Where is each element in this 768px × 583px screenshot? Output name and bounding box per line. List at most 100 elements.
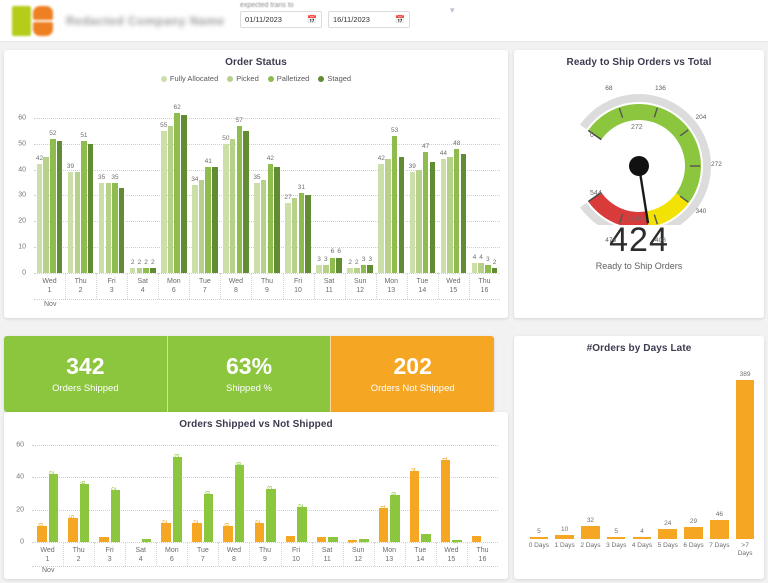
bar[interactable] <box>274 167 280 273</box>
bar-group[interactable] <box>158 105 189 273</box>
bar[interactable] <box>141 538 152 542</box>
bar[interactable] <box>323 265 329 273</box>
bar[interactable] <box>98 182 105 273</box>
bar[interactable] <box>254 182 260 273</box>
bar[interactable] <box>298 192 305 273</box>
bar-group[interactable] <box>345 105 376 273</box>
bar[interactable] <box>305 195 311 273</box>
kpi-card[interactable]: 63% Shipped % <box>166 336 331 412</box>
legend-item[interactable]: Picked <box>227 74 259 83</box>
bar[interactable] <box>367 265 373 273</box>
bar-group[interactable] <box>314 105 345 273</box>
bar[interactable] <box>453 148 460 273</box>
calendar-icon[interactable]: 📅 <box>395 14 405 24</box>
bar[interactable] <box>336 257 342 273</box>
bar[interactable] <box>329 257 336 273</box>
bar[interactable] <box>347 540 358 542</box>
bar[interactable] <box>205 167 211 273</box>
bar[interactable] <box>378 164 384 273</box>
bar[interactable] <box>360 265 367 273</box>
bar[interactable] <box>391 136 398 273</box>
bar[interactable] <box>297 506 307 542</box>
bar[interactable] <box>112 182 118 273</box>
chevron-down-icon[interactable]: ▾ <box>450 5 455 15</box>
bar-group[interactable] <box>65 105 96 273</box>
bar[interactable] <box>174 112 180 273</box>
bar[interactable] <box>409 471 420 542</box>
bar[interactable] <box>192 185 198 273</box>
bar[interactable] <box>347 267 353 273</box>
bar[interactable] <box>328 537 338 542</box>
bar[interactable] <box>81 141 87 273</box>
bar[interactable] <box>316 265 322 273</box>
bar[interactable] <box>440 459 451 542</box>
bar[interactable] <box>192 522 202 542</box>
bar[interactable] <box>606 536 626 539</box>
bar[interactable] <box>440 159 447 273</box>
bar[interactable] <box>110 490 121 542</box>
bar[interactable] <box>267 164 274 273</box>
bar-group[interactable] <box>251 105 282 273</box>
bar[interactable] <box>555 534 574 539</box>
bar[interactable] <box>48 474 59 542</box>
bar[interactable] <box>136 267 143 273</box>
bar-group[interactable] <box>469 105 500 273</box>
bar[interactable] <box>68 517 78 542</box>
bar[interactable] <box>254 522 264 542</box>
bar-group[interactable] <box>96 105 127 273</box>
legend-item[interactable]: Staged <box>318 74 351 83</box>
bar[interactable] <box>212 167 218 273</box>
bar[interactable] <box>378 508 389 542</box>
bar[interactable] <box>43 156 49 273</box>
bar-group[interactable] <box>283 105 314 273</box>
date-to-input[interactable]: 16/11/2023 📅 <box>328 11 410 28</box>
bar[interactable] <box>390 495 400 542</box>
bar[interactable] <box>452 540 462 542</box>
legend-item[interactable]: Fully Allocated <box>160 74 218 83</box>
date-from-input[interactable]: 01/11/2023 📅 <box>240 11 322 28</box>
kpi-card[interactable]: 342 Orders Shipped <box>4 336 167 412</box>
bar[interactable] <box>735 380 755 539</box>
bar[interactable] <box>260 179 267 273</box>
bar[interactable] <box>50 138 56 273</box>
bar[interactable] <box>398 156 405 273</box>
bar[interactable] <box>67 172 74 273</box>
bar-group[interactable] <box>34 105 65 273</box>
bar[interactable] <box>471 262 478 273</box>
bar[interactable] <box>167 125 174 273</box>
bar[interactable] <box>316 537 327 542</box>
bar-group[interactable] <box>189 105 220 273</box>
bar[interactable] <box>354 267 360 273</box>
bar[interactable] <box>581 525 600 539</box>
bar[interactable] <box>236 125 243 273</box>
bar[interactable] <box>243 130 249 273</box>
bar[interactable] <box>285 203 291 273</box>
bar[interactable] <box>632 537 652 539</box>
bar[interactable] <box>416 169 422 273</box>
bar-group[interactable] <box>127 105 158 273</box>
bar[interactable] <box>229 138 236 273</box>
bar[interactable] <box>118 187 125 273</box>
bar-group[interactable] <box>220 105 251 273</box>
bar[interactable] <box>203 493 214 542</box>
bar[interactable] <box>99 537 109 542</box>
bar[interactable] <box>285 535 296 542</box>
bar[interactable] <box>447 156 453 273</box>
bar[interactable] <box>658 529 678 539</box>
bar[interactable] <box>105 182 112 273</box>
bar[interactable] <box>161 130 167 273</box>
bar[interactable] <box>74 172 80 273</box>
bar[interactable] <box>37 525 47 542</box>
bar[interactable] <box>129 267 136 273</box>
bar[interactable] <box>491 267 498 273</box>
bar[interactable] <box>385 159 391 273</box>
bar[interactable] <box>684 527 703 539</box>
kpi-card[interactable]: 202 Orders Not Shipped <box>330 336 494 412</box>
legend-item[interactable]: Palletized <box>267 74 309 83</box>
bar[interactable] <box>471 535 482 542</box>
bar-group[interactable] <box>407 105 438 273</box>
bar[interactable] <box>223 143 229 273</box>
bar[interactable] <box>478 262 484 273</box>
bar[interactable] <box>87 143 94 273</box>
bar[interactable] <box>429 161 436 273</box>
